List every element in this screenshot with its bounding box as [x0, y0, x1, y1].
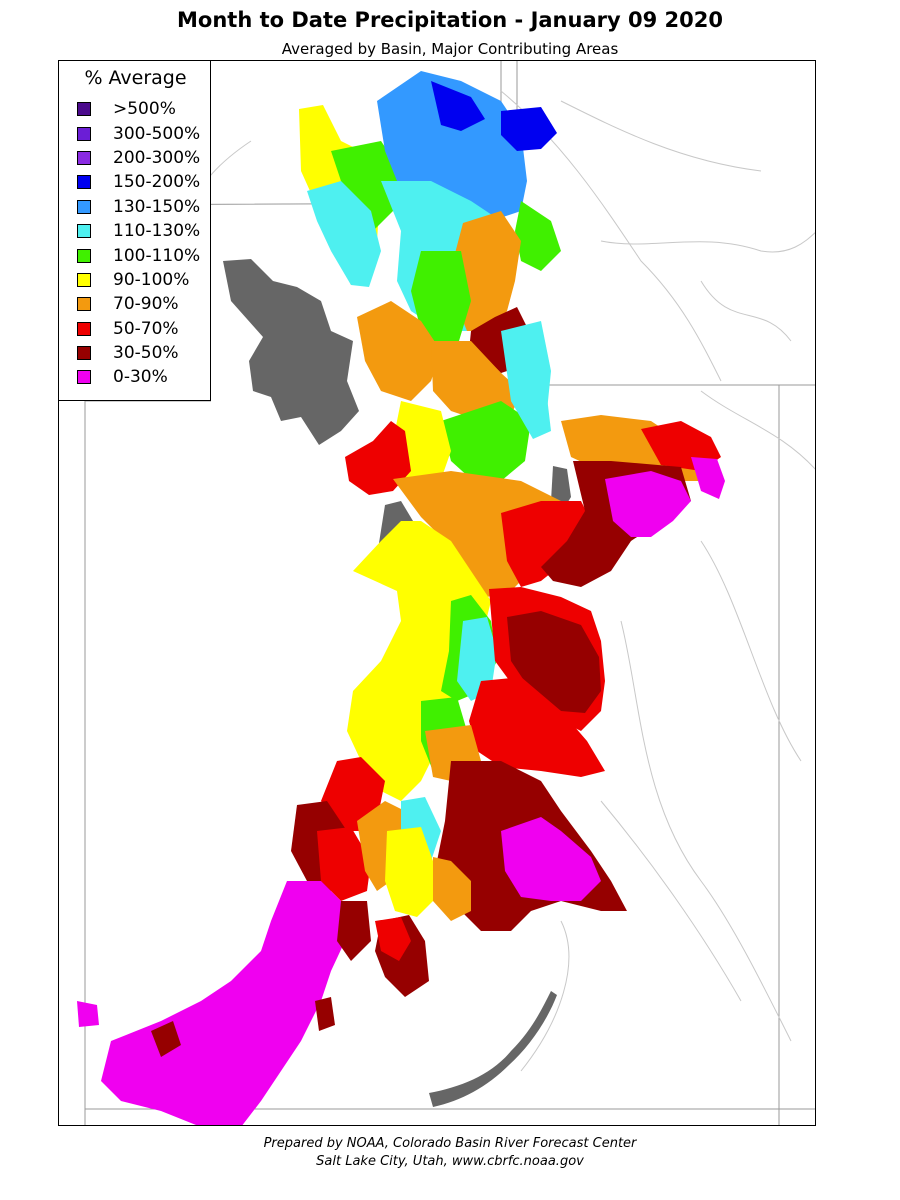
basin-region [431, 81, 485, 131]
legend-item: 50-70% [77, 317, 200, 341]
legend-list: >500% 300-500% 200-300% 150-200% 130-150% 110… [77, 97, 200, 390]
legend-item: 200-300% [77, 146, 200, 170]
legend-label: >500% [113, 99, 176, 120]
basin-region [469, 677, 605, 777]
legend-swatch [77, 321, 91, 336]
legend-swatch [77, 370, 91, 385]
legend-item: 130-150% [77, 195, 200, 219]
basin-region [151, 1021, 181, 1057]
legend-swatch [77, 272, 91, 287]
basin-region [691, 457, 725, 499]
legend-swatch [77, 175, 91, 190]
basin-region [441, 401, 531, 481]
legend-item: 150-200% [77, 170, 200, 194]
basin-region [385, 827, 433, 917]
legend-swatch [77, 199, 91, 214]
basin-region [501, 817, 601, 901]
legend-item: >500% [77, 97, 200, 121]
legend-swatch [77, 248, 91, 263]
legend-swatch [77, 126, 91, 141]
legend-item: 30-50% [77, 341, 200, 365]
precipitation-map [58, 60, 816, 1126]
legend-item: 0-30% [77, 365, 200, 389]
basin-region [337, 901, 371, 961]
basin-region [457, 617, 497, 701]
basin-region [77, 1001, 99, 1027]
legend-label: 110-130% [113, 221, 201, 242]
basin-region [605, 471, 691, 537]
map-subtitle: Averaged by Basin, Major Contributing Ar… [281, 40, 619, 58]
legend-swatch [77, 346, 91, 361]
river-network [180, 90, 815, 1072]
legend-swatch [77, 150, 91, 165]
basin-region [331, 141, 401, 231]
basin-map-svg [59, 61, 815, 1125]
basin-region [501, 501, 591, 587]
legend-label: 130-150% [113, 196, 201, 217]
legend-swatch [77, 297, 91, 312]
basin-region [501, 107, 557, 151]
basin-region [101, 881, 345, 1125]
legend-item: 90-100% [77, 268, 200, 292]
legend-item: 300-500% [77, 121, 200, 145]
basin-region [515, 201, 561, 271]
footer-location: Salt Lake City, Utah, www.cbrfc.noaa.gov [316, 1154, 584, 1169]
legend-label: 0-30% [113, 367, 168, 388]
basin-region [315, 997, 335, 1031]
legend-label: 90-100% [113, 269, 190, 290]
basin-region [345, 421, 411, 495]
basin-region [411, 251, 471, 353]
great-salt-lake [223, 259, 359, 445]
legend-title: % Average [84, 67, 187, 89]
footer-credit: Prepared by NOAA, Colorado Basin River F… [263, 1136, 637, 1151]
basin-region [375, 917, 411, 961]
legend: % Average >500% 300-500% 200-300% 150-200% 1… [58, 60, 211, 401]
basin-region [433, 857, 471, 921]
legend-item: 110-130% [77, 219, 200, 243]
map-title: Month to Date Precipitation - January 09… [177, 8, 723, 32]
lake-powell [429, 991, 557, 1107]
legend-label: 70-90% [113, 294, 179, 315]
basin-region [317, 827, 371, 901]
legend-label: 200-300% [113, 147, 201, 168]
basin-region [357, 301, 441, 401]
basin-region [431, 341, 521, 421]
legend-swatch [77, 102, 91, 117]
legend-item: 100-110% [77, 243, 200, 267]
basin-regions [77, 71, 725, 1125]
legend-label: 30-50% [113, 343, 179, 364]
legend-label: 100-110% [113, 245, 201, 266]
basin-region [511, 397, 551, 439]
basin-region [307, 181, 381, 287]
legend-swatch [77, 224, 91, 239]
legend-item: 70-90% [77, 292, 200, 316]
legend-label: 300-500% [113, 123, 201, 144]
basin-region [501, 321, 551, 421]
legend-label: 50-70% [113, 318, 179, 339]
basin-region [347, 521, 491, 801]
legend-label: 150-200% [113, 172, 201, 193]
